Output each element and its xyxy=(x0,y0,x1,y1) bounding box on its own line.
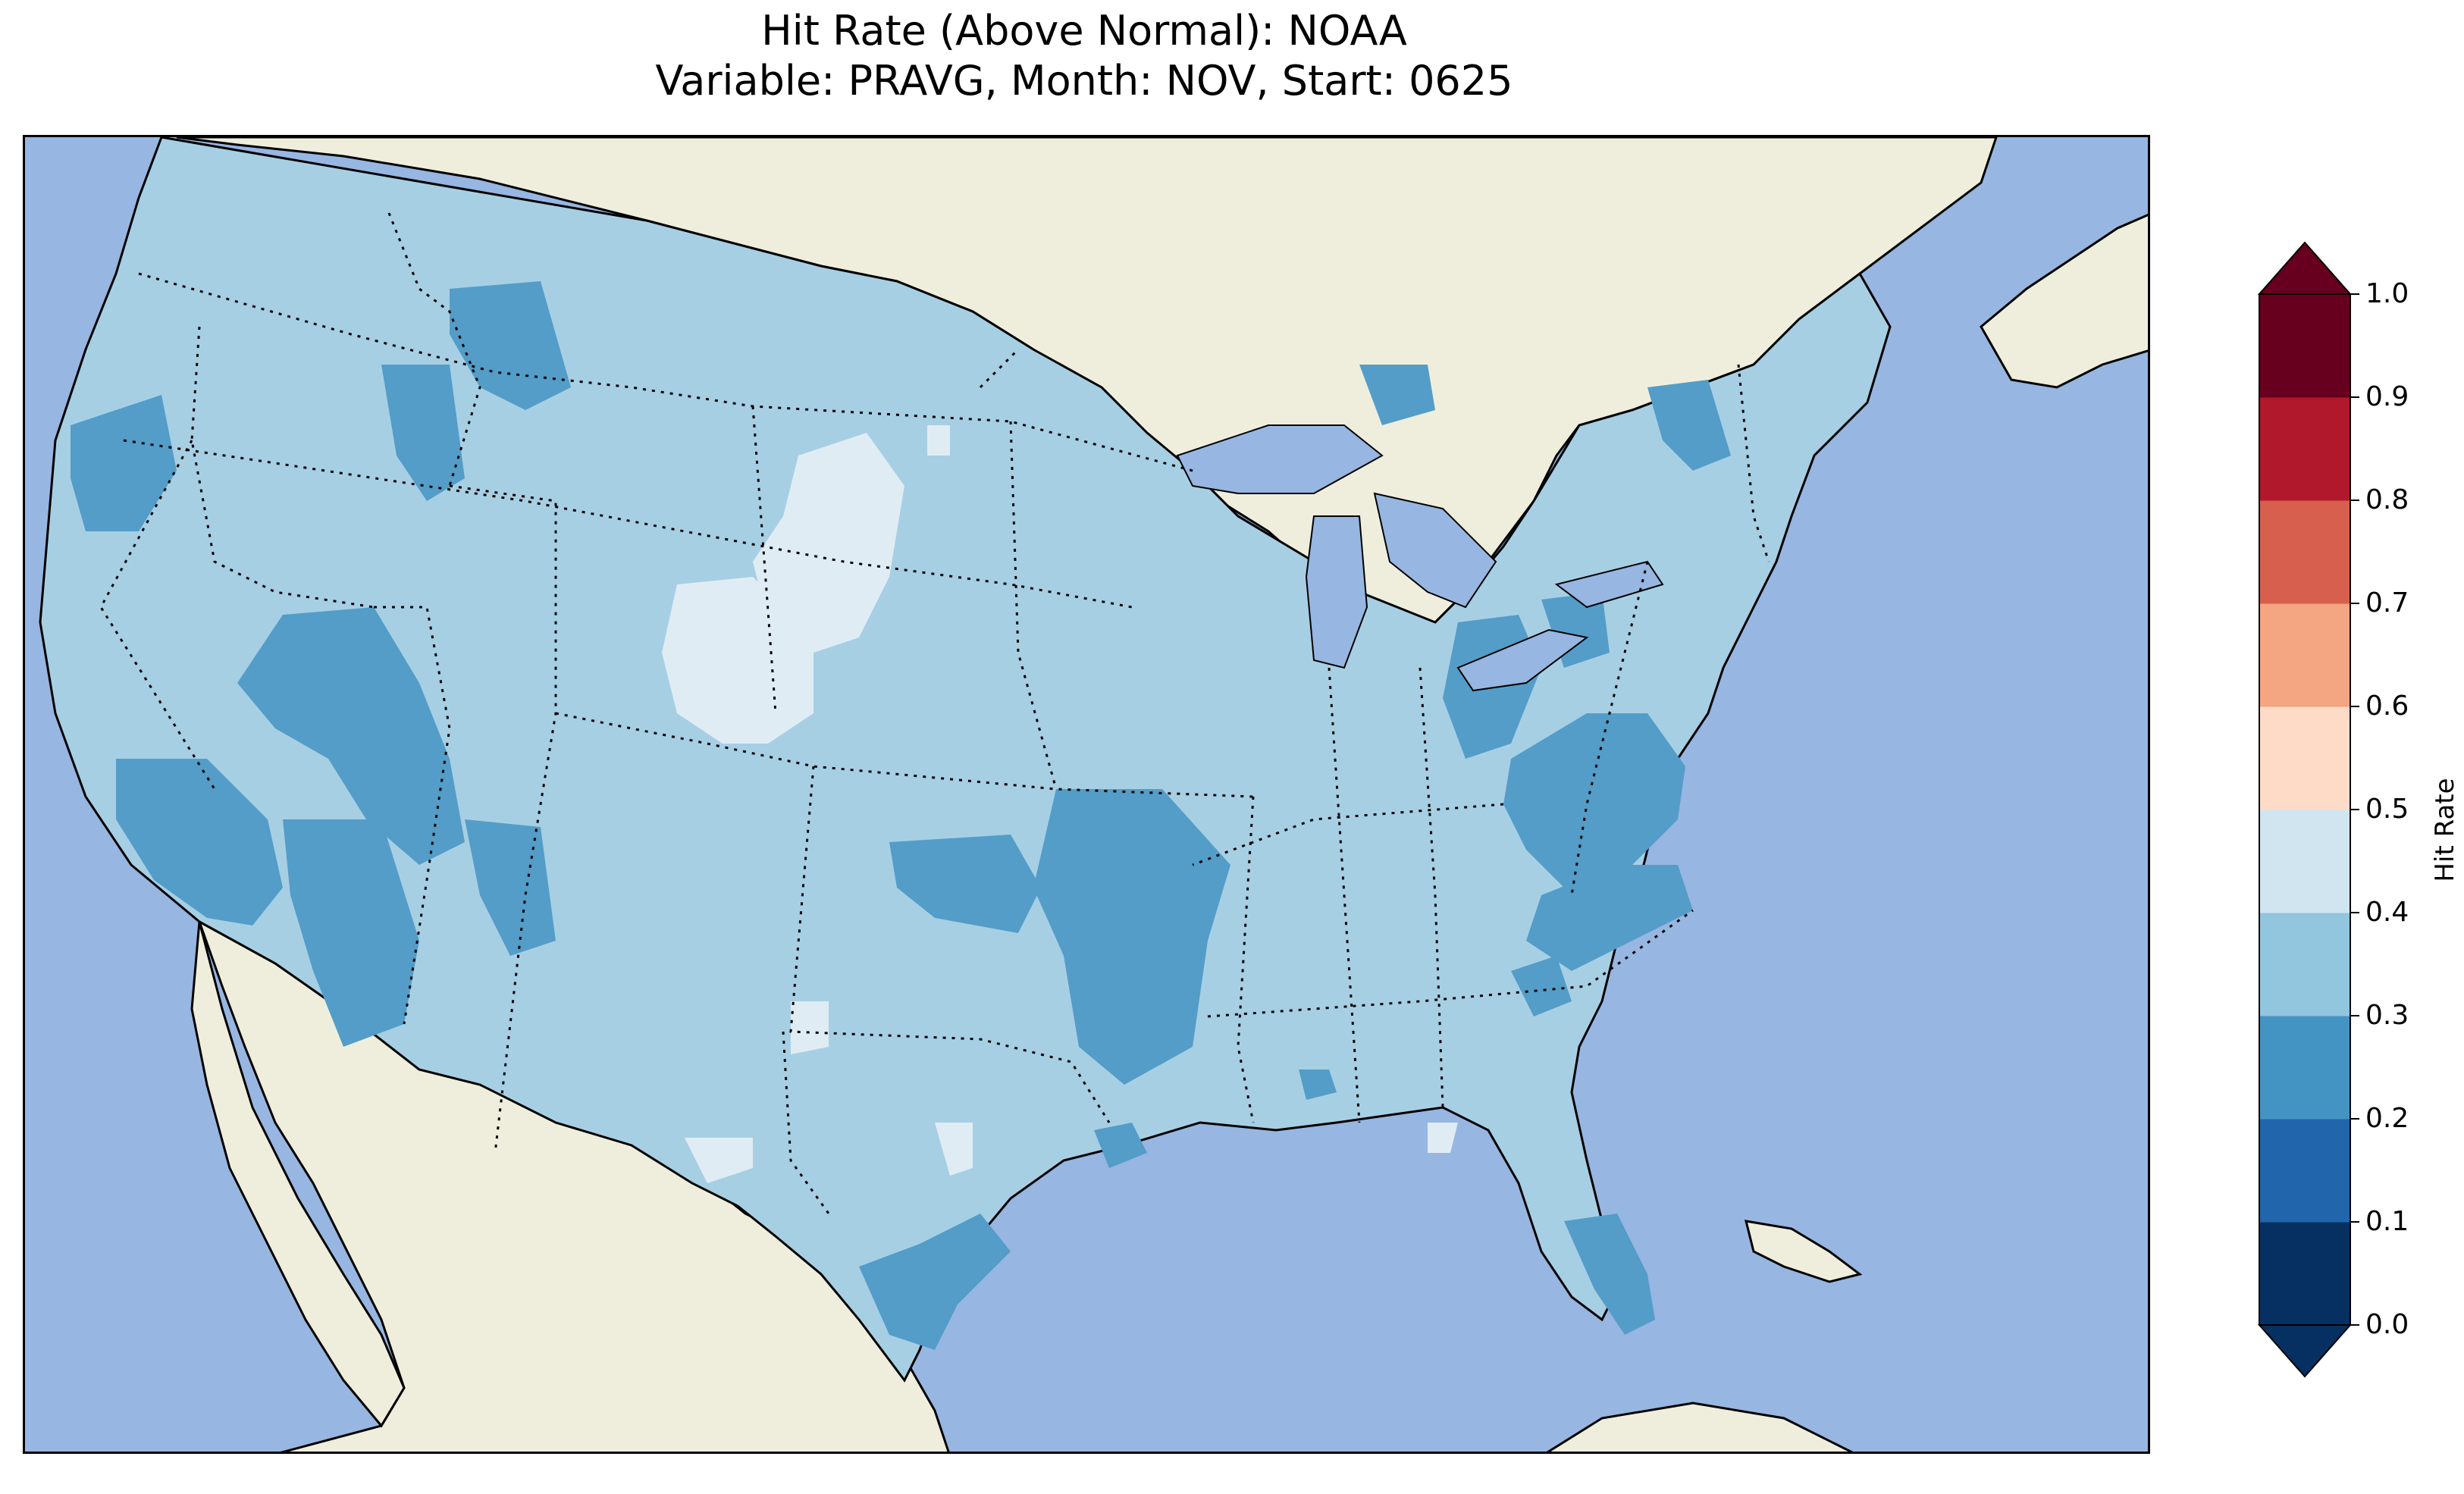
colorbar-tick-mark xyxy=(2350,706,2359,707)
cuba-land xyxy=(1744,1220,1863,1283)
colorbar-segment xyxy=(2259,1119,2350,1223)
colorbar-segment xyxy=(2259,603,2350,707)
colorbar-tick-mark xyxy=(2350,603,2359,604)
colorbar-tick-label: 0.6 xyxy=(2365,691,2409,722)
colorbar-segment xyxy=(2259,500,2350,604)
central-america-land xyxy=(1546,1402,1854,1452)
maritimes-land xyxy=(1980,213,2148,389)
map-panel xyxy=(23,135,2150,1454)
colorbar-tick-label: 1.0 xyxy=(2365,278,2409,309)
map-title: Hit Rate (Above Normal): NOAA Variable: … xyxy=(0,6,2168,106)
colorbar-tick-mark xyxy=(2350,1221,2359,1223)
colorbar-tick-mark xyxy=(2350,1015,2359,1016)
colorbar: 0.0 0.1 0.2 0.3 0.4 0.5 0.6 0.7 0.8 0.9 1.0 xyxy=(2244,241,2409,1378)
darker-field-patches xyxy=(71,281,1731,1350)
colorbar-tick-label: 0.0 xyxy=(2365,1309,2409,1340)
colorbar-tick-mark xyxy=(2350,1118,2359,1120)
colorbar-segment xyxy=(2259,397,2350,501)
colorbar-under-arrow xyxy=(2257,1324,2353,1378)
colorbar-tick-mark xyxy=(2350,396,2359,398)
colorbar-segment xyxy=(2259,294,2350,398)
great-lakes xyxy=(1176,424,1664,692)
colorbar-tick-mark xyxy=(2350,912,2359,913)
colorbar-tick-label: 0.5 xyxy=(2365,794,2409,825)
colorbar-tick-label: 0.1 xyxy=(2365,1206,2409,1237)
colorbar-tick-label: 0.8 xyxy=(2365,484,2409,515)
colorbar-segment xyxy=(2259,913,2350,1016)
lighter-field-patches xyxy=(662,425,1458,1183)
colorbar-tick-mark xyxy=(2350,1324,2359,1326)
colorbar-segment xyxy=(2259,1222,2350,1326)
map-svg xyxy=(25,137,2148,1452)
colorbar-tick-mark xyxy=(2350,809,2359,810)
colorbar-tick-label: 0.3 xyxy=(2365,1000,2409,1031)
colorbar-tick-mark xyxy=(2350,500,2359,501)
colorbar-over-arrow xyxy=(2257,241,2353,295)
state-borders xyxy=(99,212,1770,1214)
colorbar-tick-label: 0.2 xyxy=(2365,1103,2409,1134)
colorbar-segment xyxy=(2259,810,2350,913)
colorbar-tick-label: 0.7 xyxy=(2365,587,2409,619)
title-line-2: Variable: PRAVG, Month: NOV, Start: 0625 xyxy=(655,57,1513,105)
title-line-1: Hit Rate (Above Normal): NOAA xyxy=(761,7,1407,55)
colorbar-segment xyxy=(2259,1016,2350,1120)
colorbar-segments xyxy=(2259,294,2350,1326)
colorbar-tick-label: 0.9 xyxy=(2365,381,2409,412)
colorbar-tick-mark xyxy=(2350,293,2359,295)
baja-land xyxy=(190,921,406,1428)
colorbar-svg xyxy=(2257,241,2353,1378)
colorbar-label: Hit Rate xyxy=(2430,778,2460,882)
colorbar-tick-label: 0.4 xyxy=(2365,897,2409,928)
colorbar-segment xyxy=(2259,706,2350,810)
